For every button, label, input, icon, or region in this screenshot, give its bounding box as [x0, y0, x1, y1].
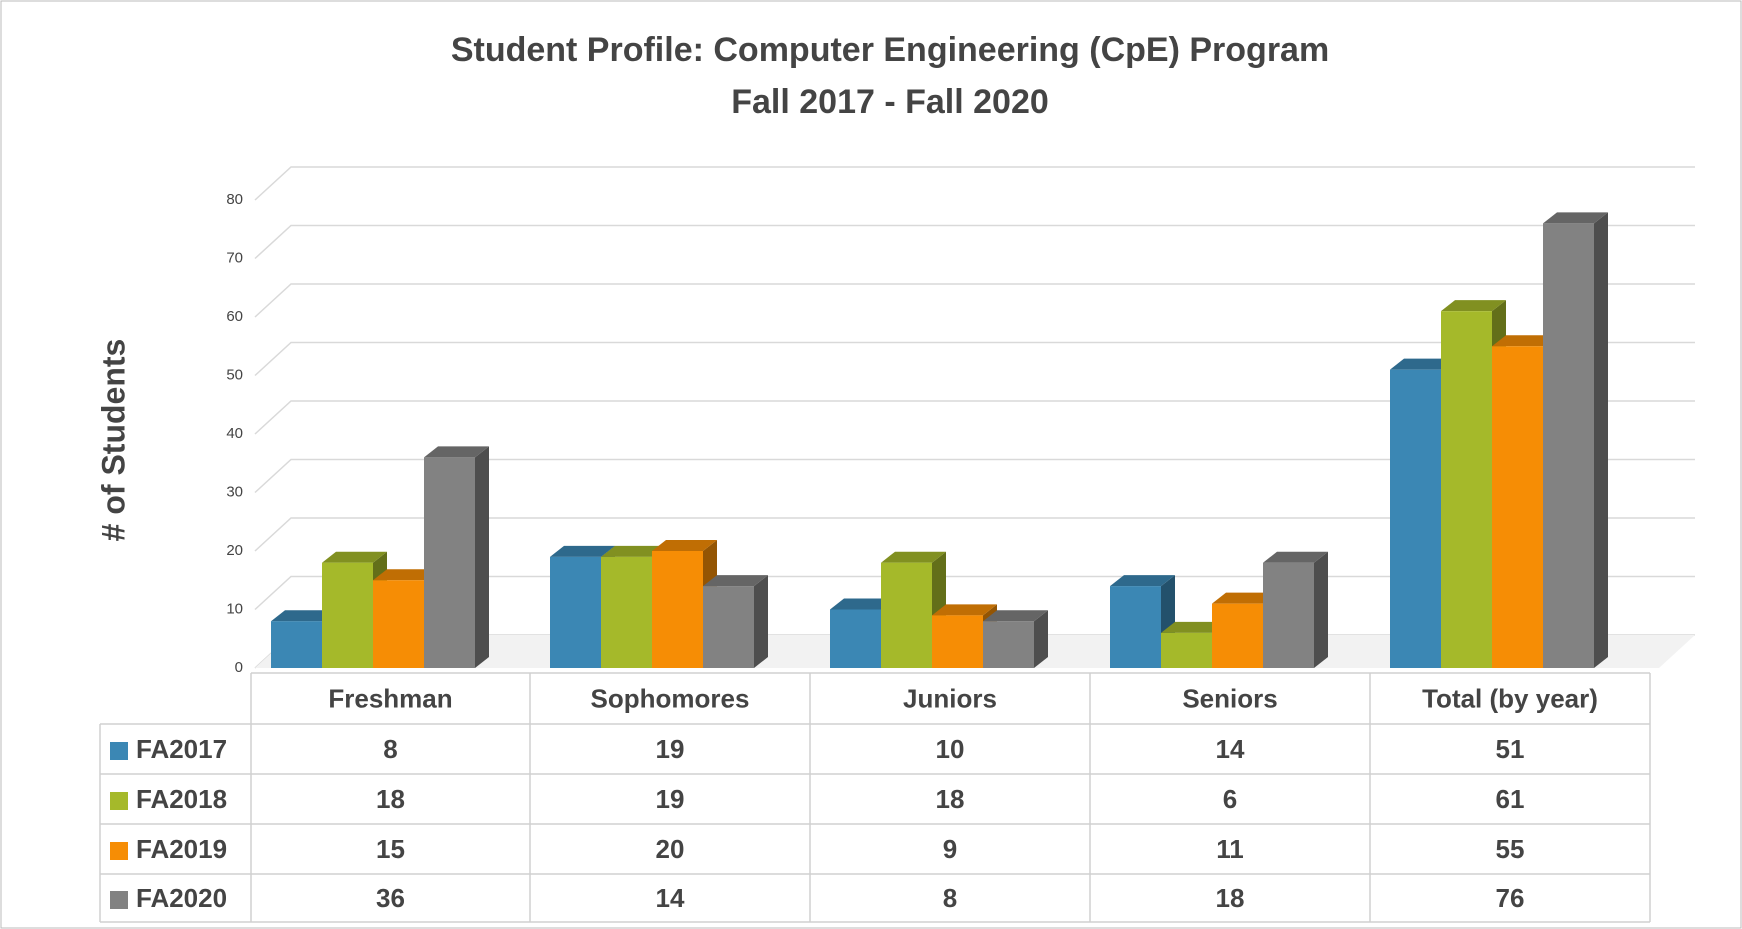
- grid-line: [254, 224, 1695, 260]
- table-cell: 14: [656, 883, 685, 913]
- legend-swatch: [110, 742, 128, 760]
- bar: [881, 562, 932, 668]
- table-cell: 14: [1216, 734, 1245, 764]
- y-axis-title: # of Students: [95, 339, 131, 542]
- bar-top: [1212, 592, 1277, 604]
- legend-label: FA2020: [136, 883, 227, 913]
- bar-top: [932, 604, 997, 616]
- bar-top: [652, 540, 717, 551]
- y-tick-label: 60: [226, 308, 243, 325]
- bar-top: [830, 598, 895, 610]
- bar-side: [1034, 610, 1048, 668]
- table-cell: 61: [1496, 784, 1525, 814]
- bar-top: [373, 569, 438, 581]
- bar-top: [1543, 212, 1608, 224]
- legend-swatch: [110, 792, 128, 810]
- bar: [1212, 603, 1263, 668]
- legend-swatch: [110, 891, 128, 909]
- table-cell: 18: [1216, 883, 1245, 913]
- bar: [1161, 632, 1212, 668]
- bar: [932, 615, 983, 668]
- table-cell: 76: [1496, 883, 1525, 913]
- table-cell: 19: [656, 734, 685, 764]
- y-tick-label: 50: [226, 366, 243, 383]
- bar-top: [424, 446, 489, 458]
- bar: [830, 609, 881, 668]
- table-cell: 55: [1496, 834, 1525, 864]
- table-cell: 15: [376, 834, 405, 864]
- bar: [424, 457, 475, 668]
- grid-line: [254, 341, 1695, 377]
- table-cell: 19: [656, 784, 685, 814]
- table-cell: 8: [383, 734, 397, 764]
- grid-line: [254, 575, 1695, 611]
- grid-line: [254, 458, 1695, 494]
- bar-side: [475, 446, 489, 668]
- table-cell: 11: [1216, 834, 1244, 864]
- bar-top: [1161, 621, 1226, 633]
- y-tick-label: 80: [226, 191, 243, 208]
- y-tick-label: 30: [226, 483, 243, 500]
- bar: [601, 556, 652, 668]
- bar-side: [1594, 212, 1608, 668]
- x-tick-label: Seniors: [1182, 683, 1277, 713]
- table-cell: 10: [936, 734, 965, 764]
- bar-top: [271, 610, 336, 622]
- bar-side: [754, 575, 768, 668]
- bar: [1110, 586, 1161, 668]
- y-tick-label: 10: [226, 600, 243, 617]
- bar: [373, 580, 424, 668]
- bar: [652, 551, 703, 668]
- chart-title: Student Profile: Computer Engineering (C…: [451, 31, 1329, 69]
- y-tick-label: 0: [235, 659, 243, 676]
- bar-top: [1441, 300, 1506, 312]
- bar-top: [550, 545, 615, 557]
- legend-label: FA2018: [136, 784, 227, 814]
- bar: [703, 586, 754, 668]
- table-cell: 36: [376, 883, 405, 913]
- grid-line: [254, 400, 1695, 435]
- y-tick-label: 40: [226, 425, 243, 442]
- chart-subtitle: Fall 2017 - Fall 2020: [731, 83, 1049, 121]
- x-tick-label: Sophomores: [591, 683, 750, 713]
- legend-swatch: [110, 842, 128, 860]
- bar: [322, 562, 373, 668]
- bar: [1492, 346, 1543, 668]
- table-cell: 8: [943, 883, 957, 913]
- bar: [1263, 562, 1314, 668]
- y-tick-label: 70: [226, 249, 243, 266]
- bar: [1543, 223, 1594, 668]
- bar: [550, 556, 601, 668]
- bar: [1441, 311, 1492, 668]
- table-cell: 20: [656, 834, 685, 864]
- x-tick-label: Total (by year): [1422, 683, 1598, 713]
- bar-side: [1314, 551, 1328, 668]
- legend-label: FA2017: [136, 734, 227, 764]
- table-cell: 51: [1496, 734, 1525, 764]
- bar-top: [1110, 575, 1175, 587]
- bar-top: [1492, 335, 1557, 347]
- table-cell: 18: [376, 784, 405, 814]
- bar-top: [1390, 358, 1455, 370]
- bar-top: [601, 545, 666, 557]
- bar-top: [1263, 551, 1328, 563]
- y-tick-label: 20: [226, 542, 243, 559]
- table-cell: 6: [1223, 784, 1237, 814]
- x-tick-label: Freshman: [328, 683, 452, 713]
- table-cell: 9: [943, 834, 957, 864]
- bar: [271, 621, 322, 668]
- bar: [1390, 369, 1441, 668]
- bar: [983, 621, 1034, 668]
- grid-line: [254, 517, 1695, 552]
- x-tick-label: Juniors: [903, 683, 997, 713]
- bar-top: [881, 551, 946, 563]
- bar-top: [703, 575, 768, 587]
- bar-top: [983, 610, 1048, 622]
- bar-top: [322, 551, 387, 563]
- grid-line: [254, 283, 1695, 318]
- table-cell: 18: [936, 784, 965, 814]
- legend-label: FA2019: [136, 834, 227, 864]
- grid-line: [254, 166, 1695, 201]
